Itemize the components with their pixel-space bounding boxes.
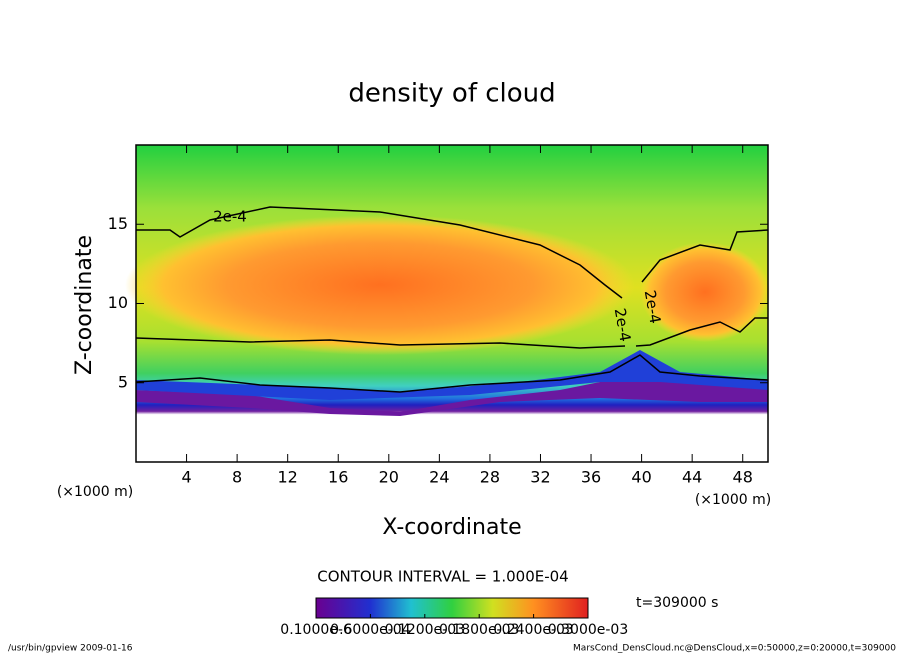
y-tick-label: 15 <box>108 214 128 233</box>
x-tick-label: 40 <box>631 468 651 487</box>
x-tick-label: 48 <box>733 468 753 487</box>
contour-label: 2e-4 <box>641 289 665 325</box>
colorbar-tick-label: 0.3000e-03 <box>548 622 628 638</box>
contour-lines <box>135 206 769 393</box>
x-tick-label: 12 <box>278 468 298 487</box>
x-tick-label: 32 <box>530 468 550 487</box>
contour-label: 2e-4 <box>213 208 247 226</box>
colorbar-tick-label: 0.1200e-03 <box>385 622 465 638</box>
chart-title: density of cloud <box>348 79 555 109</box>
x-tick-label: 16 <box>328 468 348 487</box>
x-tick-label: 28 <box>480 468 500 487</box>
x-tick-label: 36 <box>581 468 601 487</box>
colorbar-tick-label: 0.1000e-6 <box>280 622 352 638</box>
colorbar-tick-label: 0.6000e-04 <box>330 622 411 638</box>
colorbar-tick-label: 0.1800e-03 <box>439 622 519 638</box>
contour-interval: CONTOUR INTERVAL = 1.000E-04 <box>317 568 568 586</box>
x-axis-label: X-coordinate <box>382 515 521 540</box>
time-label: t=309000 s <box>636 595 718 611</box>
footer-right: MarsCond_DensCloud.nc@DensCloud,x=0:5000… <box>573 644 896 654</box>
x-unit-label: (×1000 m) <box>57 484 133 500</box>
x-tick-label: 8 <box>232 468 242 487</box>
footer-left: /usr/bin/gpview 2009-01-16 <box>8 644 133 654</box>
x-unit-label: (×1000 m) <box>695 492 771 508</box>
colorbar <box>315 597 589 619</box>
x-tick-label: 44 <box>682 468 702 487</box>
y-axis-label: Z-coordinate <box>72 235 97 375</box>
contour-label: 2e-4 <box>611 307 635 343</box>
x-tick-label: 24 <box>429 468 449 487</box>
colorbar-tick-label: 0.2400e-03 <box>493 622 573 638</box>
heatmap-field <box>125 145 770 462</box>
x-tick-label: 20 <box>379 468 399 487</box>
y-tick-label: 5 <box>118 372 128 391</box>
y-tick-label: 10 <box>108 293 128 312</box>
x-tick-label: 4 <box>181 468 191 487</box>
